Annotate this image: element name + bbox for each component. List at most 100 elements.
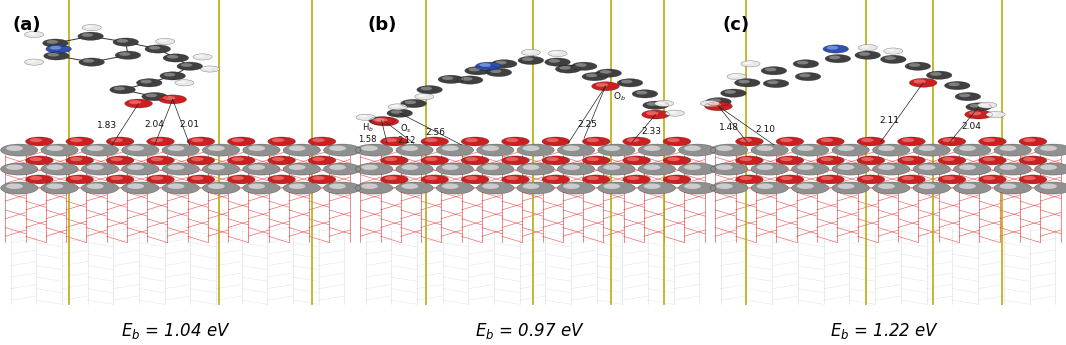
- Circle shape: [969, 111, 982, 115]
- Circle shape: [655, 100, 674, 107]
- Circle shape: [167, 55, 178, 59]
- Circle shape: [667, 138, 680, 142]
- Circle shape: [127, 146, 144, 151]
- Circle shape: [167, 184, 184, 189]
- Circle shape: [905, 62, 931, 70]
- Circle shape: [734, 79, 760, 87]
- Circle shape: [289, 146, 306, 151]
- Circle shape: [442, 146, 458, 151]
- Circle shape: [780, 138, 793, 142]
- Circle shape: [627, 157, 640, 161]
- Circle shape: [465, 67, 490, 75]
- Circle shape: [1023, 157, 1036, 161]
- Circle shape: [391, 110, 402, 114]
- Circle shape: [462, 77, 472, 81]
- Circle shape: [548, 50, 567, 57]
- Circle shape: [721, 89, 746, 97]
- Circle shape: [558, 163, 595, 175]
- Circle shape: [462, 156, 489, 165]
- Circle shape: [114, 87, 125, 90]
- Text: O$_b$: O$_b$: [613, 90, 626, 103]
- Circle shape: [107, 175, 134, 184]
- Circle shape: [272, 157, 285, 161]
- Circle shape: [522, 57, 533, 61]
- Circle shape: [730, 74, 739, 77]
- Circle shape: [79, 58, 104, 66]
- Text: $E_b$ = 1.22 eV: $E_b$ = 1.22 eV: [830, 321, 939, 341]
- Circle shape: [417, 86, 442, 94]
- Text: 2.11: 2.11: [879, 116, 899, 125]
- Circle shape: [462, 137, 489, 146]
- Circle shape: [204, 67, 212, 69]
- Circle shape: [795, 72, 821, 81]
- Circle shape: [736, 137, 763, 146]
- Circle shape: [636, 91, 647, 95]
- Circle shape: [187, 175, 214, 184]
- Circle shape: [502, 137, 530, 146]
- Circle shape: [402, 146, 418, 151]
- Circle shape: [909, 63, 920, 67]
- Circle shape: [272, 176, 285, 180]
- Circle shape: [857, 137, 885, 146]
- Circle shape: [942, 157, 955, 161]
- Circle shape: [965, 110, 992, 119]
- Circle shape: [268, 137, 295, 146]
- Circle shape: [159, 39, 167, 42]
- Circle shape: [243, 182, 280, 194]
- Circle shape: [43, 39, 68, 47]
- Circle shape: [187, 156, 214, 165]
- Circle shape: [603, 184, 620, 189]
- Circle shape: [147, 137, 175, 146]
- Circle shape: [111, 176, 123, 180]
- Circle shape: [457, 76, 483, 84]
- Text: 2.04: 2.04: [962, 122, 981, 131]
- Circle shape: [582, 175, 610, 184]
- Circle shape: [502, 156, 530, 165]
- Circle shape: [684, 184, 701, 189]
- Circle shape: [739, 80, 749, 83]
- Circle shape: [145, 45, 171, 53]
- Circle shape: [740, 157, 753, 161]
- Circle shape: [827, 46, 838, 50]
- Circle shape: [989, 112, 998, 115]
- Circle shape: [833, 182, 870, 194]
- Circle shape: [1034, 144, 1066, 156]
- Circle shape: [356, 144, 393, 156]
- Circle shape: [502, 175, 530, 184]
- Circle shape: [6, 146, 23, 151]
- Circle shape: [160, 72, 185, 80]
- Circle shape: [558, 144, 595, 156]
- Circle shape: [387, 109, 413, 117]
- Circle shape: [163, 54, 189, 62]
- Circle shape: [150, 138, 163, 142]
- Circle shape: [938, 137, 966, 146]
- Circle shape: [857, 156, 885, 165]
- Circle shape: [542, 156, 569, 165]
- Text: 1.48: 1.48: [720, 123, 739, 132]
- Circle shape: [750, 182, 789, 194]
- Circle shape: [776, 156, 804, 165]
- Circle shape: [402, 165, 418, 170]
- Circle shape: [1040, 184, 1056, 189]
- Circle shape: [122, 163, 159, 175]
- Circle shape: [823, 45, 849, 53]
- Text: 2.33: 2.33: [642, 127, 661, 136]
- Circle shape: [289, 165, 306, 170]
- Circle shape: [462, 175, 489, 184]
- Circle shape: [521, 49, 540, 56]
- Circle shape: [667, 157, 680, 161]
- Circle shape: [356, 163, 393, 175]
- Circle shape: [873, 163, 910, 175]
- Circle shape: [66, 156, 94, 165]
- Circle shape: [598, 182, 635, 194]
- Circle shape: [163, 96, 176, 100]
- Circle shape: [26, 175, 53, 184]
- Circle shape: [231, 138, 244, 142]
- Circle shape: [177, 62, 203, 70]
- Circle shape: [127, 165, 144, 170]
- Circle shape: [421, 175, 449, 184]
- Circle shape: [603, 146, 620, 151]
- Circle shape: [30, 157, 43, 161]
- Circle shape: [248, 165, 265, 170]
- Circle shape: [861, 176, 874, 180]
